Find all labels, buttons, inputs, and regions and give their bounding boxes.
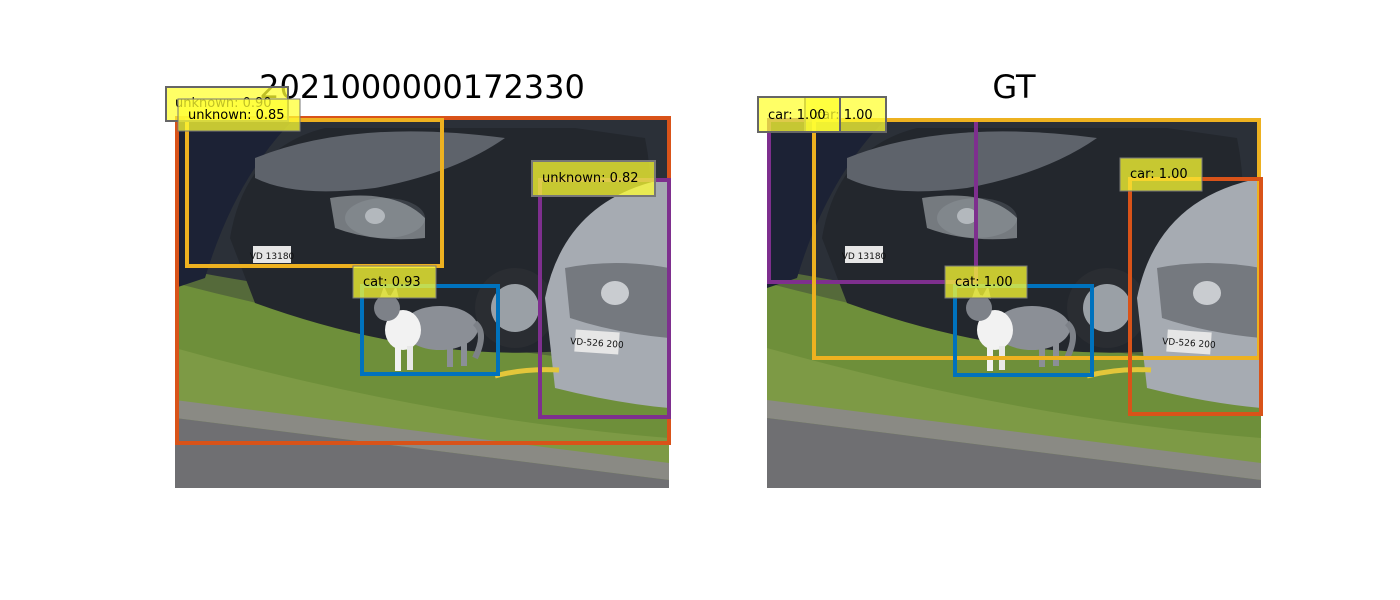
svg-text:cat: 1.00: cat: 1.00 [955,275,1013,290]
ground-truth-image: VD 13180 VD-526 200 car: 1.00 car: 1. [757,96,1263,488]
svg-text:unknown: 0.82: unknown: 0.82 [542,171,639,186]
gt-label: cat: 1.00 [944,265,1028,299]
license-plate-text: VD-526 200 [1162,337,1216,351]
detection-label: cat: 0.93 [352,265,437,299]
prediction-title: 2021000000172330 [259,68,585,106]
cat [966,286,1076,371]
ground-truth-title: GT [992,68,1036,106]
gt-label: car: 1.00 [1119,157,1203,192]
license-plate-text: VD 13180 [842,252,887,262]
detection-label: unknown: 0.85 [177,98,301,132]
svg-text:cat: 0.93: cat: 0.93 [363,275,421,290]
license-plate-text: VD 13180 [250,252,295,262]
svg-text:car: 1.00: car: 1.00 [768,108,826,123]
license-plate-text: VD-526 200 [570,337,624,351]
svg-text:unknown: 0.85: unknown: 0.85 [188,108,285,123]
cat [374,286,484,371]
prediction-image: VD 13180 VD-526 200 unknown: 0. [165,86,671,488]
gt-label: car: 1.00 [757,96,841,133]
detection-label: unknown: 0.82 [531,160,656,197]
svg-text:car: 1.00: car: 1.00 [1130,167,1188,182]
detection-box-unknown-085[interactable] [185,118,444,268]
